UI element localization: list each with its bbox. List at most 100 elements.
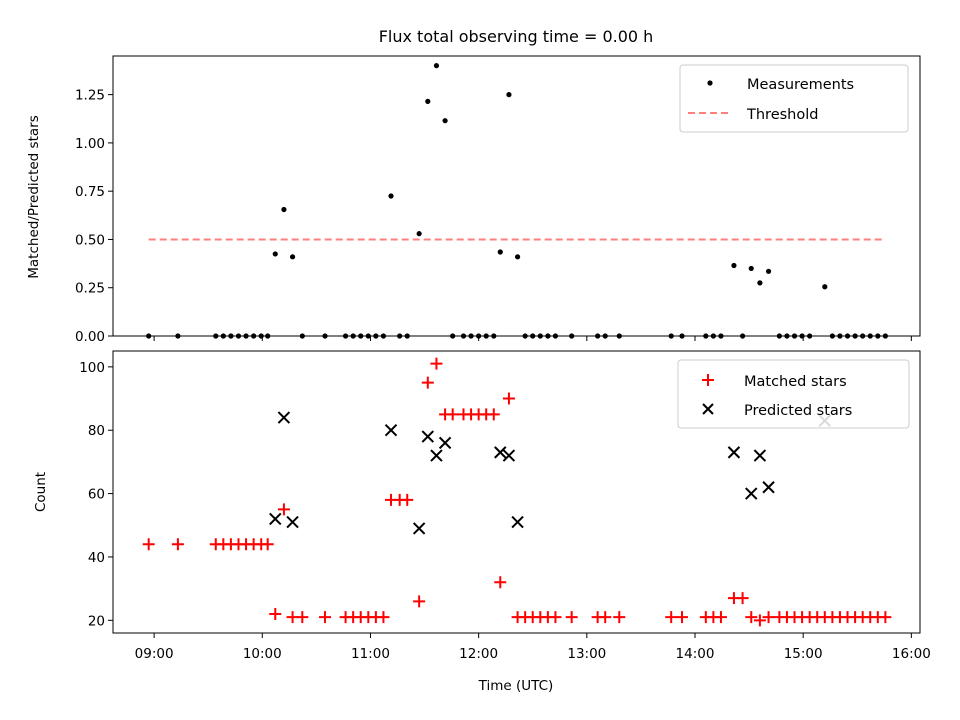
matched-stars-point xyxy=(142,538,155,551)
matched-stars-point xyxy=(401,493,414,506)
matched-stars-point xyxy=(676,611,689,624)
measurements-point xyxy=(433,63,440,69)
predicted-stars-point xyxy=(430,449,443,462)
matched-stars-point xyxy=(745,611,758,624)
matched-stars-point xyxy=(736,592,749,605)
matched-stars-point xyxy=(599,611,612,624)
matched-stars-point xyxy=(413,595,426,608)
matched-stars-point xyxy=(277,503,290,516)
bottom-y-tick-label: 80 xyxy=(88,423,105,439)
matched-stars-point xyxy=(296,611,309,624)
bottom-y-tick-label: 100 xyxy=(79,360,105,376)
matched-stars-point xyxy=(430,357,443,370)
top-y-tick-label: 1.25 xyxy=(75,88,105,104)
bottom-x-tick-label: 13:00 xyxy=(567,646,606,662)
bottom-x-tick-label: 16:00 xyxy=(892,646,931,662)
measurements-point xyxy=(822,284,828,290)
chart-title: Flux total observing time = 0.00 h xyxy=(379,27,654,46)
top-y-tick-label: 0.50 xyxy=(75,232,105,248)
predicted-stars-point xyxy=(384,424,398,437)
top-legend-box xyxy=(679,64,909,133)
matched-stars-point xyxy=(714,611,727,624)
bottom-x-tick-label: 12:00 xyxy=(459,646,498,662)
matched-stars-point xyxy=(879,611,892,624)
bottom-y-axis: 20 40 60 80 100 xyxy=(79,360,113,629)
matched-stars-point xyxy=(261,538,274,551)
matched-stars-point xyxy=(377,611,390,624)
predicted-stars-point xyxy=(511,515,524,529)
matched-stars-point xyxy=(494,576,507,589)
bottom-plot-area xyxy=(142,357,892,627)
bottom-legend-box xyxy=(677,359,910,429)
bottom-x-tick-label: 10:00 xyxy=(243,646,282,662)
measurements-point xyxy=(416,231,422,237)
predicted-stars-point xyxy=(421,430,435,443)
predicted-stars-point xyxy=(269,512,282,526)
bottom-legend: Matched stars Predicted stars xyxy=(677,359,910,429)
top-legend: Measurements Threshold xyxy=(679,64,909,133)
predicted-stars-point xyxy=(494,446,507,459)
top-y-axis: 0.00 0.25 0.50 0.75 1.00 1.25 xyxy=(75,88,113,345)
predicted-stars-point xyxy=(502,449,516,462)
legend-measurements-marker xyxy=(707,80,713,86)
matched-stars-point xyxy=(565,611,578,624)
legend-measurements-label: Measurements xyxy=(747,77,854,93)
matched-stars-point xyxy=(446,408,459,421)
measurements-point xyxy=(765,268,772,274)
matched-stars-point xyxy=(753,614,766,627)
predicted-stars-point xyxy=(286,515,299,529)
bottom-x-axis: 09:00 10:00 11:00 12:00 13:00 14:00 15:00 16:00 xyxy=(135,633,931,662)
measurements-point xyxy=(731,262,737,269)
bottom-x-tick-label: 14:00 xyxy=(676,646,715,662)
predicted-stars-point xyxy=(762,481,775,494)
predicted-stars-point xyxy=(727,446,741,459)
bottom-y-tick-label: 20 xyxy=(88,613,105,629)
legend-matched-stars-marker xyxy=(702,374,714,386)
bottom-x-axis-label: Time (UTC) xyxy=(478,678,554,694)
top-y-tick-label: 0.00 xyxy=(75,329,105,345)
predicted-stars-point xyxy=(745,487,758,500)
measurements-point xyxy=(281,206,287,213)
top-plot-frame xyxy=(112,55,921,337)
matched-stars-point xyxy=(171,538,184,551)
legend-threshold-label: Threshold xyxy=(746,107,818,123)
top-y-axis-label: Matched/Predicted stars xyxy=(26,115,42,278)
legend-matched-stars-label: Matched stars xyxy=(744,374,847,390)
bottom-panel: 20 40 60 80 100 09:00 10:00 11:00 12:00 13:00 14:… xyxy=(33,350,931,694)
matched-stars-point xyxy=(665,611,678,624)
bottom-plot-frame xyxy=(112,350,921,634)
matched-stars-point xyxy=(421,376,434,389)
predicted-stars-point xyxy=(753,449,767,462)
predicted-stars-point xyxy=(438,436,452,450)
bottom-x-tick-label: 15:00 xyxy=(784,646,823,662)
matched-stars-point xyxy=(319,611,332,624)
matched-stars-point xyxy=(269,607,282,620)
bottom-x-tick-label: 09:00 xyxy=(135,646,174,662)
top-y-tick-label: 0.25 xyxy=(75,281,105,297)
bottom-x-tick-label: 11:00 xyxy=(351,646,390,662)
measurements-point xyxy=(497,249,503,255)
measurements-point xyxy=(514,254,521,260)
measurements-point xyxy=(289,254,296,260)
bottom-y-tick-label: 40 xyxy=(88,550,105,566)
predicted-stars-point xyxy=(277,411,291,424)
top-panel: 0.00 0.25 0.50 0.75 1.00 1.25 Matched/Predict… xyxy=(26,55,921,345)
matched-stars-point xyxy=(549,611,562,624)
measurements-point xyxy=(425,98,431,104)
bottom-y-axis-label: Count xyxy=(33,472,49,512)
measurements-point xyxy=(748,265,754,272)
legend-predicted-stars-marker xyxy=(702,403,714,415)
top-x-axis xyxy=(153,336,912,341)
measurements-point xyxy=(506,92,512,98)
measurements-point xyxy=(757,280,763,286)
top-y-tick-label: 1.00 xyxy=(75,136,105,152)
bottom-y-tick-label: 60 xyxy=(88,487,105,503)
top-y-tick-label: 0.75 xyxy=(75,184,105,200)
matched-stars-point xyxy=(502,392,515,405)
matched-stars-point xyxy=(487,408,500,421)
measurements-point xyxy=(388,193,394,199)
predicted-stars-point xyxy=(412,522,426,535)
measurements-point xyxy=(272,251,278,257)
measurements-point xyxy=(442,118,448,124)
